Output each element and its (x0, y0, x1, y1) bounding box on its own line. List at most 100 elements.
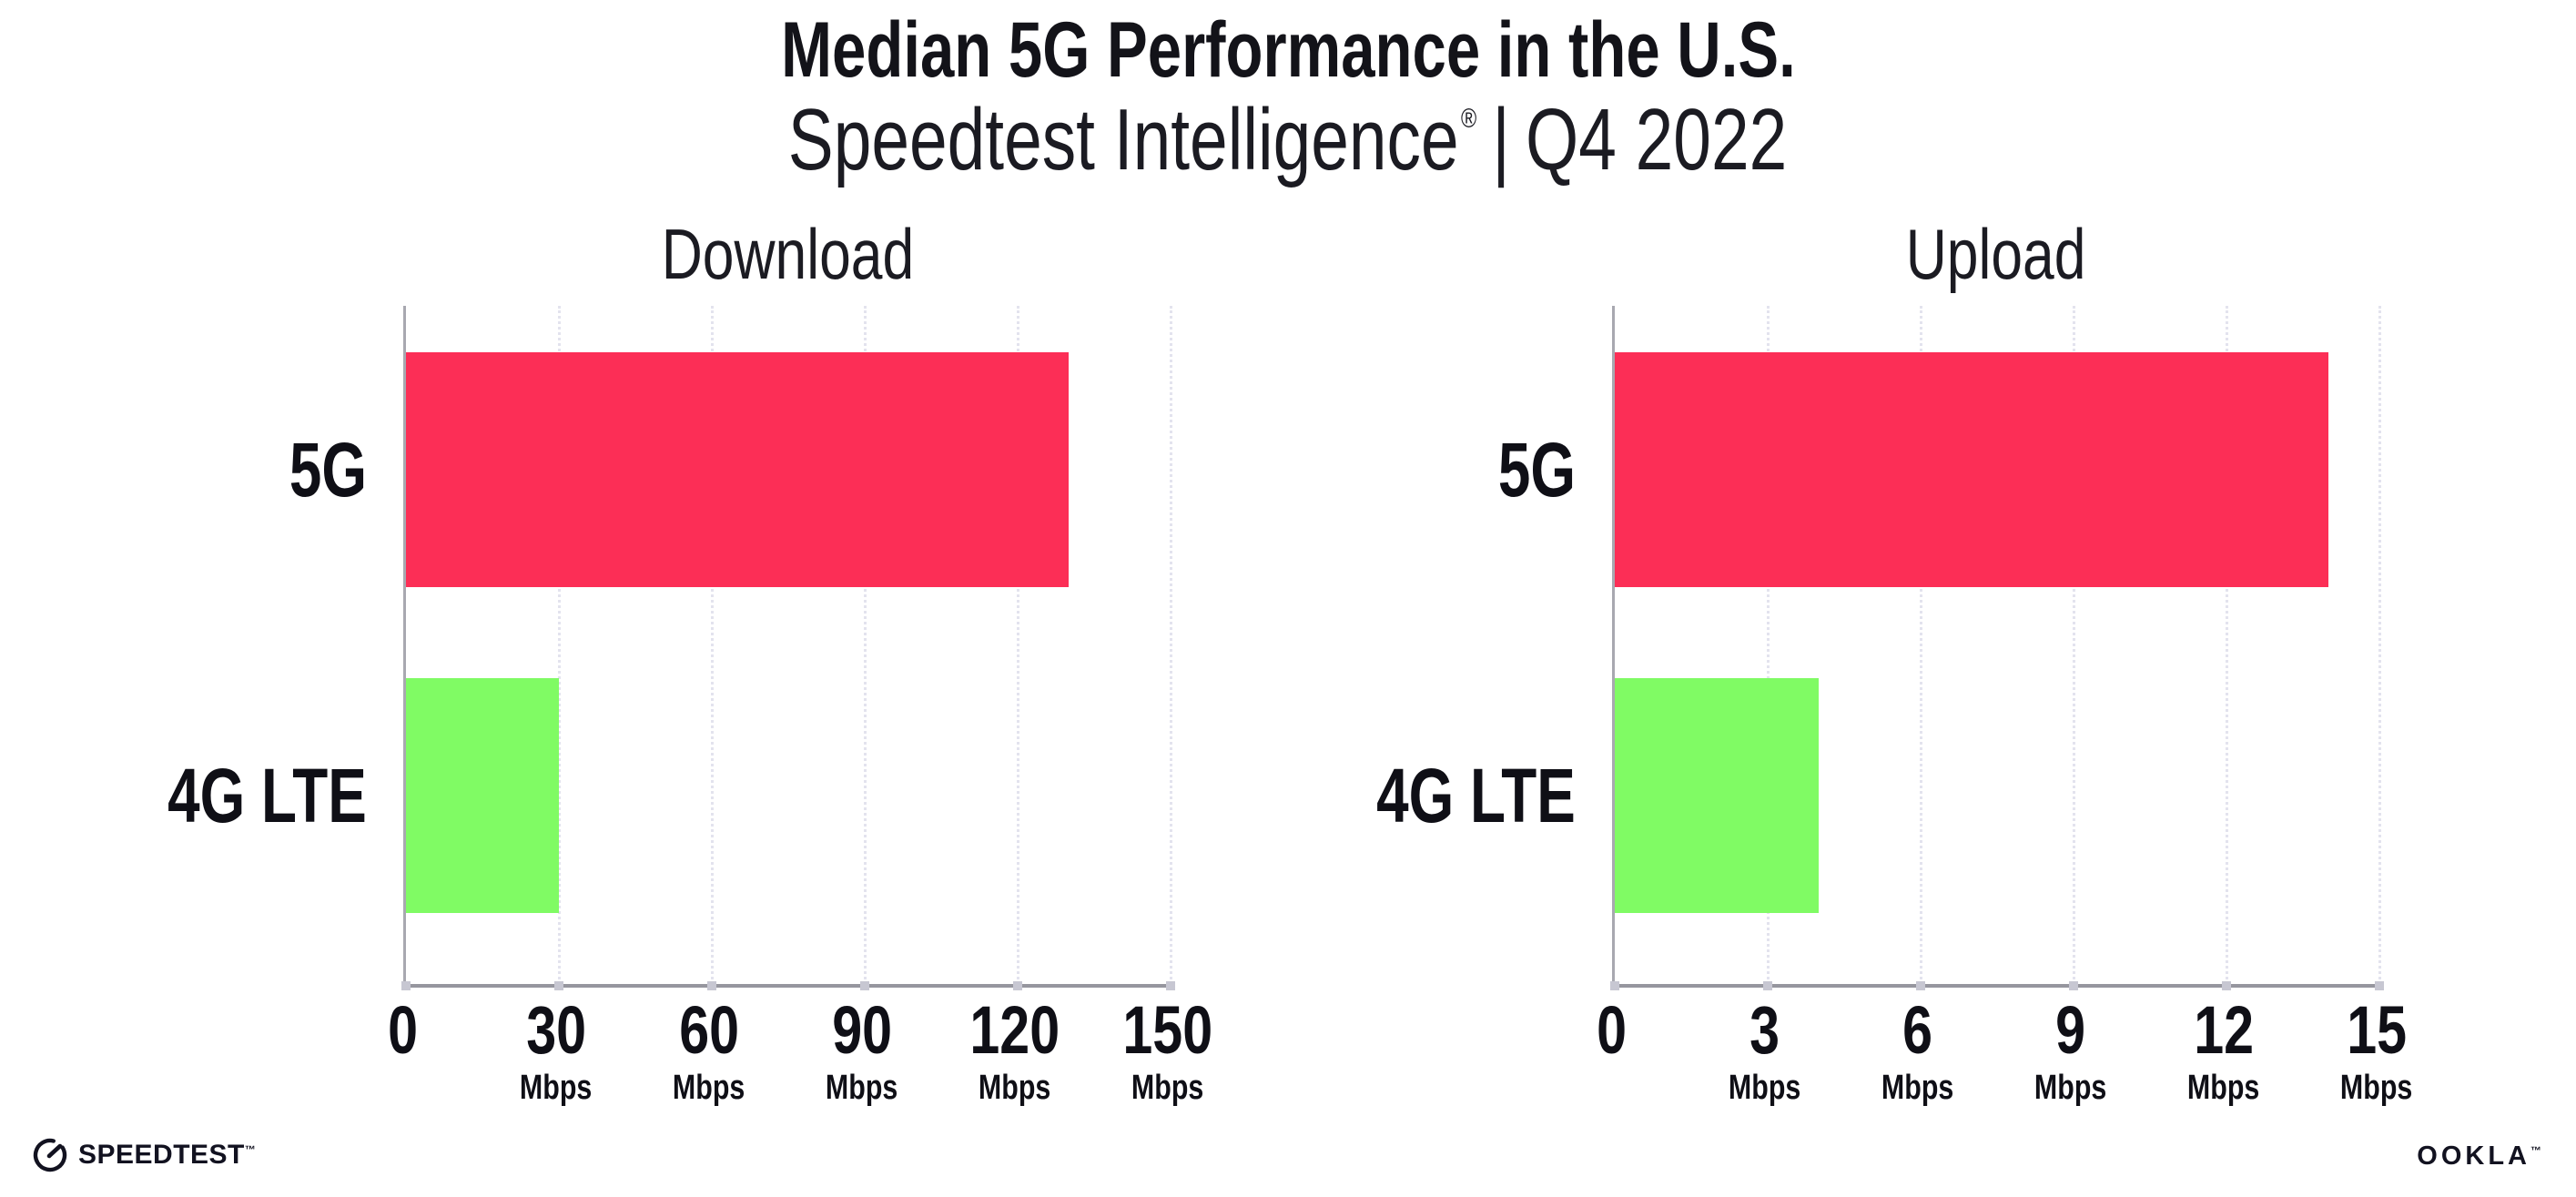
gridline-90 (864, 306, 867, 984)
x-tick-value: 12 (2124, 997, 2324, 1064)
x-tick-label-15: 15 Mbps (2277, 997, 2477, 1106)
axis-tick-mark-3 (1763, 981, 1772, 990)
axis-tick-mark-60 (707, 981, 716, 990)
page-title: Median 5G Performance in the U.S. (0, 6, 2576, 94)
x-tick-unit: Mbps (2277, 1070, 2477, 1105)
y-axis-label-text: 5G (1497, 427, 1576, 512)
gridline-9 (2073, 306, 2075, 984)
axis-tick-mark-0 (1610, 981, 1619, 990)
x-tick-value-text: 6 (1902, 992, 1933, 1068)
x-tick-value: 60 (609, 997, 809, 1064)
x-tick-label-0: 0 (303, 997, 503, 1064)
speedtest-gauge-icon (33, 1138, 67, 1172)
x-tick-unit-text: Mbps (1131, 1069, 1204, 1107)
page-title-text: Median 5G Performance in the U.S. (780, 6, 1796, 94)
axis-tick-mark-30 (554, 981, 563, 990)
x-tick-label-9: 9 Mbps (1971, 997, 2171, 1106)
5g-bar (406, 352, 1069, 587)
x-tick-value: 90 (762, 997, 962, 1064)
speedtest-wordmark: SPEEDTEST™ (78, 1140, 256, 1170)
x-tick-value-text: 120 (969, 992, 1060, 1068)
x-tick-value-text: 12 (2194, 992, 2254, 1068)
x-tick-value-text: 0 (388, 992, 419, 1068)
page-subtitle: Speedtest Intelligence® | Q4 2022 (0, 94, 2576, 187)
x-tick-unit-text: Mbps (1729, 1069, 1801, 1107)
5g-bar (1615, 352, 2328, 587)
x-tick-unit: Mbps (609, 1070, 809, 1105)
x-tick-unit: Mbps (456, 1070, 656, 1105)
y-axis-label-text: 5G (289, 427, 367, 512)
x-tick-value: 15 (2277, 997, 2477, 1064)
gridline-6 (1920, 306, 1922, 984)
axis-tick-mark-12 (2222, 981, 2231, 990)
x-tick-label-30: 30 Mbps (456, 997, 656, 1106)
x-tick-value: 0 (303, 997, 503, 1064)
x-tick-value-text: 90 (832, 992, 892, 1068)
registered-mark: ® (1461, 104, 1477, 134)
x-tick-unit: Mbps (1665, 1070, 1865, 1105)
x-tick-unit-text: Mbps (1881, 1069, 1954, 1107)
axis-tick-mark-9 (2069, 981, 2078, 990)
x-tick-value-text: 0 (1597, 992, 1628, 1068)
upload-plot-area (1610, 306, 2384, 990)
y-axis-label-5g: 5G (1474, 431, 1576, 508)
axis-tick-mark-15 (2375, 981, 2384, 990)
y-axis-label-text: 4G LTE (1376, 753, 1576, 838)
download-plot-area (401, 306, 1175, 990)
y-axis-label-text: 4G LTE (167, 753, 367, 838)
subtitle-separator: | (1492, 91, 1511, 188)
gridline-120 (1017, 306, 1019, 984)
axis-tick-mark-0 (401, 981, 411, 990)
x-tick-value-text: 15 (2347, 992, 2407, 1068)
x-tick-unit-text: Mbps (520, 1069, 593, 1107)
axis-tick-mark-6 (1916, 981, 1925, 990)
gridline-15 (2378, 306, 2381, 984)
subtitle-brand: Speedtest Intelligence (788, 91, 1460, 188)
speedtest-trademark: ™ (244, 1143, 256, 1156)
upload-chart: Upload 0 3 Mbps 6 Mbps 9 Mbps 12 Mbps 15 Mbps 5G 4G … (1376, 218, 2412, 1105)
x-tick-value: 6 (1818, 997, 2018, 1064)
4g-lte-bar (1615, 678, 1819, 913)
x-tick-value: 9 (1971, 997, 2171, 1064)
x-tick-value: 30 (456, 997, 656, 1064)
gauge-needle (46, 1143, 63, 1159)
x-tick-unit-text: Mbps (2340, 1069, 2413, 1107)
gridline-12 (2226, 306, 2228, 984)
x-tick-unit-text: Mbps (2034, 1069, 2107, 1107)
upload-chart-title: Upload (1906, 214, 2086, 294)
x-tick-label-12: 12 Mbps (2124, 997, 2324, 1106)
x-tick-value: 120 (915, 997, 1115, 1064)
axis-tick-mark-90 (860, 981, 869, 990)
x-tick-label-60: 60 Mbps (609, 997, 809, 1106)
y-axis-label-5g: 5G (265, 431, 367, 508)
y-axis-label-4g-lte: 4G LTE (1313, 757, 1576, 834)
axis-tick-mark-150 (1166, 981, 1175, 990)
x-tick-value-text: 3 (1749, 992, 1780, 1068)
ookla-trademark: ™ (2530, 1144, 2541, 1157)
x-tick-unit: Mbps (2124, 1070, 2324, 1105)
y-axis-label-4g-lte: 4G LTE (105, 757, 367, 834)
x-tick-value-text: 9 (2055, 992, 2086, 1068)
4g-lte-bar (406, 678, 559, 913)
download-chart: Download 0 30 Mbps 60 Mbps 90 Mbps 120 Mbps 150 Mb… (167, 218, 1212, 1105)
x-tick-unit-text: Mbps (673, 1069, 745, 1107)
speedtest-logo: SPEEDTEST™ (31, 1136, 256, 1174)
x-tick-value-text: 150 (1122, 992, 1213, 1068)
x-tick-unit: Mbps (1818, 1070, 2018, 1105)
ookla-logo: OOKLA™ (2417, 1141, 2541, 1172)
axis-tick-mark-120 (1013, 981, 1022, 990)
x-tick-unit: Mbps (1971, 1070, 2171, 1105)
x-tick-label-90: 90 Mbps (762, 997, 962, 1106)
x-tick-label-120: 120 Mbps (915, 997, 1115, 1107)
x-tick-value: 150 (1068, 997, 1268, 1064)
subtitle-period: Q4 2022 (1526, 91, 1788, 188)
x-tick-value: 3 (1665, 997, 1865, 1064)
gridline-3 (1767, 306, 1770, 984)
x-tick-label-3: 3 Mbps (1665, 997, 1865, 1106)
gridline-30 (558, 306, 561, 984)
page-subtitle-text: Speedtest Intelligence® | Q4 2022 (788, 94, 1787, 187)
x-tick-unit-text: Mbps (979, 1069, 1051, 1107)
x-tick-label-6: 6 Mbps (1818, 997, 2018, 1106)
x-tick-label-0: 0 (1512, 997, 1712, 1064)
